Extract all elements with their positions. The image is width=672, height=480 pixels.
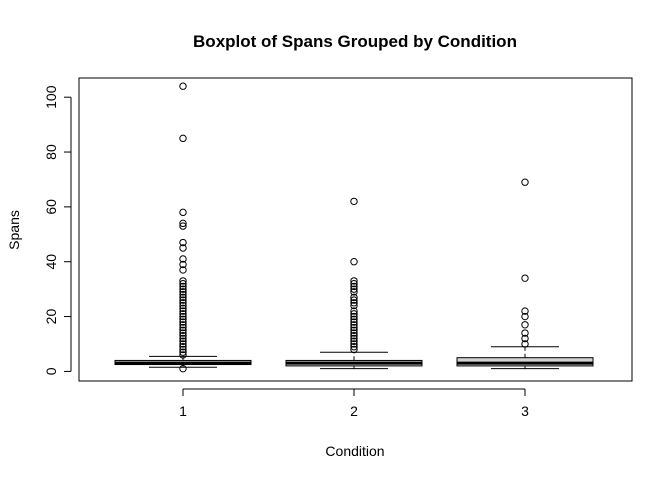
outlier-point (179, 301, 187, 310)
boxes (114, 82, 594, 373)
outlier-point (179, 312, 187, 321)
outlier-point (179, 244, 187, 252)
outlier-point (179, 299, 187, 307)
outlier-point (179, 364, 187, 373)
outlier-point (179, 310, 187, 318)
outlier-point (350, 299, 358, 307)
y-tick-label: 40 (43, 254, 59, 270)
outlier-point (179, 326, 187, 334)
outlier-point (179, 293, 187, 302)
outlier-point (350, 345, 358, 354)
outlier-point (350, 282, 358, 291)
outlier-point (179, 285, 187, 293)
outlier-point (179, 260, 187, 269)
outlier-point (179, 277, 187, 285)
x-tick-label: 3 (521, 403, 529, 419)
outlier-point (179, 290, 187, 299)
outlier-point (179, 238, 187, 247)
x-axis-label: Condition (325, 443, 384, 459)
chart-title: Boxplot of Spans Grouped by Condition (193, 32, 517, 51)
y-axis: 0 20 40 60 80 100 (43, 85, 72, 375)
outlier-point (179, 318, 187, 326)
plot-frame (78, 77, 633, 382)
outlier-point (350, 312, 358, 321)
outlier-point (179, 304, 187, 313)
outlier-point (179, 219, 187, 228)
outlier-point (350, 288, 358, 296)
outlier-point (350, 285, 358, 293)
outlier-point (521, 307, 529, 315)
outlier-point (179, 345, 187, 354)
outlier-point (521, 334, 529, 343)
outlier-point (350, 307, 358, 315)
outlier-point (350, 296, 358, 304)
outlier-point (179, 296, 187, 304)
outlier-point (521, 178, 529, 186)
outlier-point (179, 255, 187, 263)
outlier-point (179, 222, 187, 230)
outlier-point (179, 334, 187, 343)
outlier-point (350, 301, 358, 310)
y-axis-label: Spans (6, 210, 22, 250)
outlier-point (179, 343, 187, 351)
outlier-point (350, 197, 358, 206)
outlier-point (179, 315, 187, 324)
outlier-point (179, 348, 187, 356)
outlier-point (179, 282, 187, 291)
outlier-point (350, 315, 358, 324)
outlier-point (179, 266, 187, 274)
outlier-point (179, 279, 187, 288)
x-tick-label: 1 (179, 403, 187, 419)
outlier-point (521, 340, 529, 348)
outlier-point (179, 288, 187, 296)
x-axis: 1 2 3 (179, 388, 529, 419)
outlier-point (350, 334, 358, 343)
outlier-point (350, 293, 358, 302)
outlier-point (521, 321, 529, 329)
outlier-point (350, 343, 358, 351)
y-tick-label: 20 (43, 309, 59, 325)
outlier-point (179, 321, 187, 329)
box-group-3 (456, 178, 594, 370)
outlier-point (350, 258, 358, 266)
outlier-point (521, 274, 529, 282)
y-tick-label: 100 (43, 85, 59, 109)
y-tick-label: 0 (43, 367, 59, 375)
box-group-1 (114, 82, 252, 373)
outlier-point (179, 208, 187, 217)
outlier-point (350, 340, 358, 348)
outlier-point (350, 310, 358, 318)
outlier-point (350, 329, 358, 337)
y-tick-label: 60 (43, 199, 59, 215)
outlier-point (179, 329, 187, 337)
outlier-point (179, 340, 187, 348)
outlier-point (179, 323, 187, 332)
outlier-point (350, 332, 358, 340)
y-tick-label: 80 (43, 144, 59, 160)
outlier-point (350, 279, 358, 288)
outlier-point (350, 318, 358, 326)
box-group-2 (285, 197, 423, 370)
outlier-point (521, 312, 529, 321)
outlier-point (179, 134, 187, 143)
outlier-point (179, 337, 187, 345)
outlier-point (350, 321, 358, 329)
outlier-point (350, 326, 358, 334)
outlier-point (350, 337, 358, 345)
outlier-point (350, 277, 358, 285)
outlier-point (179, 351, 187, 359)
outlier-point (179, 307, 187, 315)
x-tick-label: 2 (350, 403, 358, 419)
outlier-point (179, 82, 187, 90)
outlier-point (350, 323, 358, 332)
outlier-point (521, 329, 529, 337)
outlier-point (179, 332, 187, 340)
